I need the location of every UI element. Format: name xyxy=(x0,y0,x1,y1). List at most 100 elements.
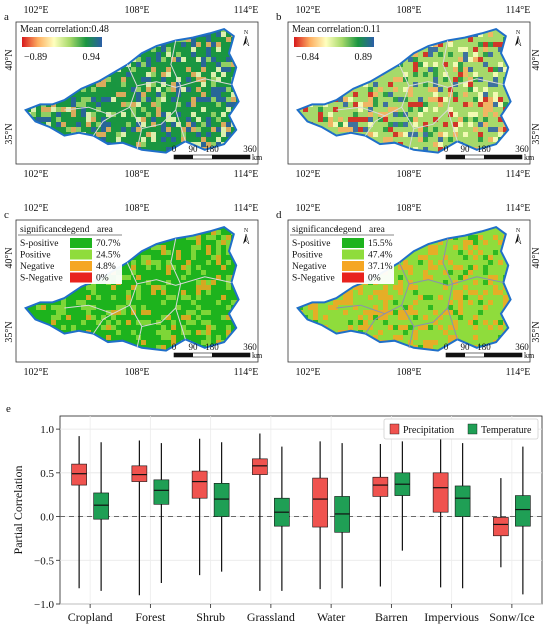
map-cell xyxy=(101,132,106,137)
map-cell xyxy=(86,285,91,290)
map-cell xyxy=(156,245,161,250)
scale-tick: 360 xyxy=(515,342,529,352)
map-cell xyxy=(196,127,201,132)
map-cell xyxy=(398,330,403,335)
map-cell xyxy=(348,295,353,300)
map-cell xyxy=(76,310,81,315)
map-cell xyxy=(393,270,398,275)
map-cell xyxy=(161,112,166,117)
map-cell xyxy=(166,280,171,285)
map-cell xyxy=(186,250,191,255)
map-cell xyxy=(196,275,201,280)
map-cell xyxy=(216,265,221,270)
legend-row-area: 15.5% xyxy=(368,239,393,249)
map-cell xyxy=(136,72,141,77)
map-cell xyxy=(398,300,403,305)
map-cell xyxy=(403,62,408,67)
map-cell xyxy=(443,255,448,260)
map-cell xyxy=(493,290,498,295)
map-cell xyxy=(196,67,201,72)
map-cell xyxy=(136,320,141,325)
map-cell xyxy=(483,112,488,117)
map-cell xyxy=(71,305,76,310)
box-precipitation-shrub xyxy=(191,438,208,576)
legend-swatch xyxy=(70,261,92,271)
map-cell xyxy=(373,107,378,112)
lon-tick-top: 108°E xyxy=(124,203,149,214)
map-cell xyxy=(483,42,488,47)
map-cell xyxy=(363,290,368,295)
map-cell xyxy=(393,310,398,315)
x-tick-label: Shrub xyxy=(196,610,225,624)
legend-frame xyxy=(383,418,539,440)
map-cell xyxy=(438,285,443,290)
map-cell xyxy=(478,235,483,240)
map-cell xyxy=(453,67,458,72)
map-cell xyxy=(41,112,46,117)
map-cell xyxy=(333,305,338,310)
map-cell xyxy=(373,112,378,117)
map-cell xyxy=(483,290,488,295)
map-cell xyxy=(433,97,438,102)
map-cell xyxy=(36,305,41,310)
map-cell xyxy=(186,102,191,107)
map-cell xyxy=(458,300,463,305)
map-cell xyxy=(428,97,433,102)
map-cell xyxy=(211,92,216,97)
map-cell xyxy=(221,57,226,62)
map-cell xyxy=(433,250,438,255)
map-cell xyxy=(161,245,166,250)
map-cell xyxy=(403,330,408,335)
legend-header: area xyxy=(369,225,386,235)
legend-row-area: 47.4% xyxy=(368,251,393,261)
map-cell xyxy=(418,107,423,112)
map-cell xyxy=(196,250,201,255)
map-cell xyxy=(66,320,71,325)
region-boundary xyxy=(24,226,240,352)
legend-row-name: S-positive xyxy=(292,239,331,249)
map-cell xyxy=(176,87,181,92)
map-cell xyxy=(458,47,463,52)
map-cell xyxy=(353,320,358,325)
map-cell xyxy=(91,315,96,320)
map-cell xyxy=(368,132,373,137)
scale-unit: km xyxy=(524,153,535,162)
map-cell xyxy=(146,77,151,82)
map-cell xyxy=(413,72,418,77)
map-cell xyxy=(226,37,231,42)
map-cell xyxy=(101,137,106,142)
map-cell xyxy=(191,132,196,137)
map-cell xyxy=(141,122,146,127)
map-cell xyxy=(196,295,201,300)
map-cell xyxy=(483,52,488,57)
map-cell xyxy=(428,52,433,57)
map-cell xyxy=(418,310,423,315)
map-cell xyxy=(468,132,473,137)
map-cell xyxy=(383,300,388,305)
panel-label: a xyxy=(4,11,9,23)
map-cell xyxy=(141,92,146,97)
map-cell xyxy=(181,325,186,330)
map-cell xyxy=(106,92,111,97)
scale-tick: 360 xyxy=(243,342,257,352)
map-cell xyxy=(126,97,131,102)
map-cell xyxy=(171,290,176,295)
map-cell xyxy=(86,112,91,117)
map-cell xyxy=(348,122,353,127)
map-cell xyxy=(111,87,116,92)
map-cell xyxy=(136,57,141,62)
map-cell xyxy=(398,290,403,295)
map-cell xyxy=(488,340,493,345)
map-cell xyxy=(126,280,131,285)
map-cell xyxy=(181,300,186,305)
map-cell xyxy=(146,260,151,265)
map-cell xyxy=(423,285,428,290)
map-cell xyxy=(136,67,141,72)
map-cell xyxy=(438,132,443,137)
map-cell xyxy=(101,315,106,320)
map-cell xyxy=(463,315,468,320)
map-cell xyxy=(438,240,443,245)
map-cell xyxy=(221,240,226,245)
map-cell xyxy=(141,260,146,265)
map-cell xyxy=(493,92,498,97)
